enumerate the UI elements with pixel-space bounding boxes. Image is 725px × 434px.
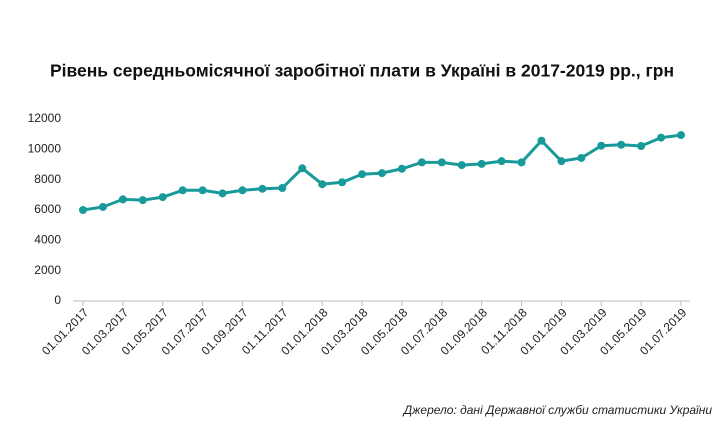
point	[218, 189, 227, 198]
point	[258, 184, 267, 193]
point	[318, 180, 327, 189]
y-tick-label: 10000	[28, 142, 62, 156]
y-tick-label: 0	[54, 293, 61, 307]
point	[79, 206, 87, 214]
point	[517, 158, 526, 167]
point	[178, 186, 187, 195]
point	[238, 186, 247, 195]
point	[118, 195, 127, 204]
y-tick-label: 2000	[34, 263, 61, 277]
point	[138, 196, 147, 205]
point	[298, 164, 307, 173]
point	[557, 157, 566, 166]
point	[397, 164, 406, 173]
point	[338, 178, 347, 187]
point	[198, 186, 207, 195]
chart-title: Рівень середньомісячної заробітної плати…	[50, 61, 674, 81]
y-tick-label: 6000	[34, 202, 61, 216]
point	[358, 170, 367, 179]
point	[597, 141, 606, 150]
source-note: Джерело: дані Державної служби статистик…	[402, 403, 713, 417]
point	[477, 159, 486, 168]
point	[497, 157, 506, 166]
point	[98, 202, 107, 211]
y-tick-label: 12000	[28, 111, 62, 125]
point	[378, 169, 386, 178]
point	[637, 141, 646, 150]
point	[657, 133, 666, 142]
point	[677, 131, 685, 140]
point	[417, 158, 426, 167]
point	[437, 158, 446, 167]
point	[537, 136, 546, 145]
point	[577, 153, 586, 162]
y-tick-label: 4000	[34, 233, 61, 247]
point	[278, 184, 287, 193]
point	[617, 140, 626, 149]
point	[158, 193, 167, 202]
point	[457, 161, 466, 170]
y-tick-label: 8000	[34, 172, 61, 186]
